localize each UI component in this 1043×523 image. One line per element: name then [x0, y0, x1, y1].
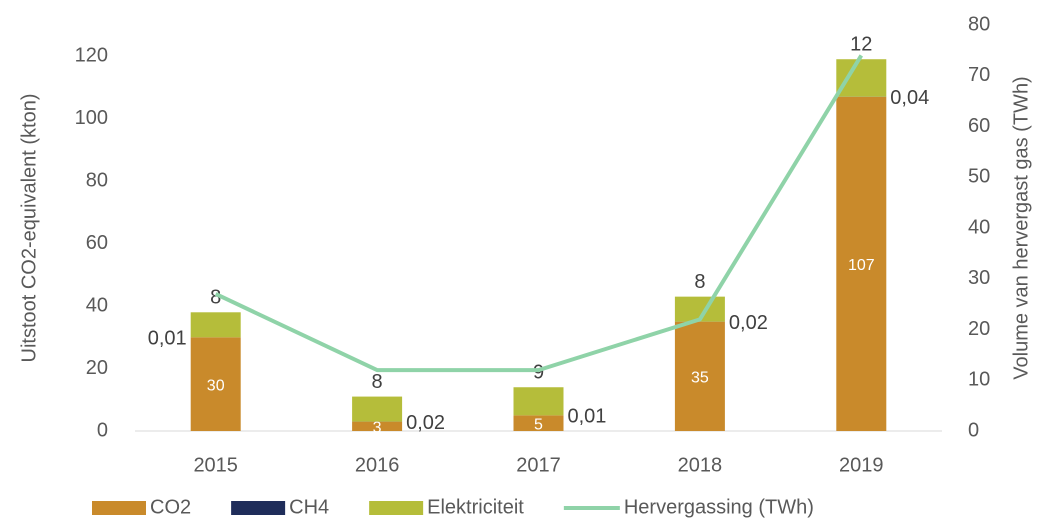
y-tick-label: 120	[75, 45, 108, 67]
x-tick-label: 2019	[839, 454, 884, 476]
legend-label: Elektriciteit	[427, 496, 524, 518]
data-label: 5	[534, 416, 543, 433]
bar-segment	[674, 321, 725, 431]
data-label: 0,01	[148, 328, 187, 350]
y2-tick-label: 60	[968, 115, 990, 137]
data-label: 0,01	[568, 406, 607, 428]
data-label: 3	[373, 420, 382, 437]
data-label: 0,02	[729, 312, 768, 334]
x-tick-label: 2015	[193, 454, 238, 476]
y-axis-label: Uitstoot CO2-equivalent (kton)	[18, 93, 40, 362]
x-tick-label: 2018	[678, 454, 723, 476]
y-tick-label: 0	[97, 419, 108, 441]
data-label: 8	[694, 271, 705, 293]
y2-tick-label: 0	[968, 419, 979, 441]
bar-segment	[513, 387, 564, 416]
legend-swatch	[231, 501, 286, 515]
data-label: 30	[207, 377, 225, 394]
legend-label: CH4	[289, 496, 329, 518]
bar-segment	[352, 421, 403, 431]
data-label: 8	[372, 371, 383, 393]
data-label: 107	[848, 257, 875, 274]
bar-segment	[513, 415, 564, 431]
data-label: 0,04	[890, 87, 929, 109]
y-tick-label: 80	[86, 169, 108, 191]
data-label: 0,02	[406, 412, 445, 434]
y2-tick-label: 70	[968, 64, 990, 86]
y-tick-label: 20	[86, 357, 108, 379]
y-tick-label: 60	[86, 232, 108, 254]
line	[214, 54, 864, 373]
legend-swatch	[369, 501, 424, 515]
y2-axis-label: Volume van hervergast gas (TWh)	[1010, 76, 1032, 379]
y-tick-label: 100	[75, 107, 108, 129]
bar-segment	[190, 312, 241, 338]
bar-segment	[190, 337, 241, 431]
y-tick-label: 40	[86, 294, 108, 316]
y2-tick-label: 80	[968, 13, 990, 35]
bar-segment	[352, 396, 403, 422]
y2-tick-label: 50	[968, 166, 990, 188]
data-label: 35	[691, 370, 709, 387]
data-label: 9	[533, 362, 544, 384]
legend-label: CO2	[150, 496, 191, 518]
y2-tick-label: 30	[968, 267, 990, 289]
data-label: 12	[850, 34, 872, 56]
bar-segment	[836, 96, 887, 431]
bar-segment	[836, 59, 887, 97]
legend-swatch	[92, 501, 146, 515]
data-label: 8	[210, 287, 221, 309]
x-tick-label: 2016	[355, 454, 400, 476]
y2-tick-label: 10	[968, 369, 990, 391]
x-tick-label: 2017	[516, 454, 561, 476]
y2-tick-label: 20	[968, 318, 990, 340]
y2-tick-label: 40	[968, 216, 990, 238]
legend-label: Hervergassing (TWh)	[624, 496, 814, 518]
